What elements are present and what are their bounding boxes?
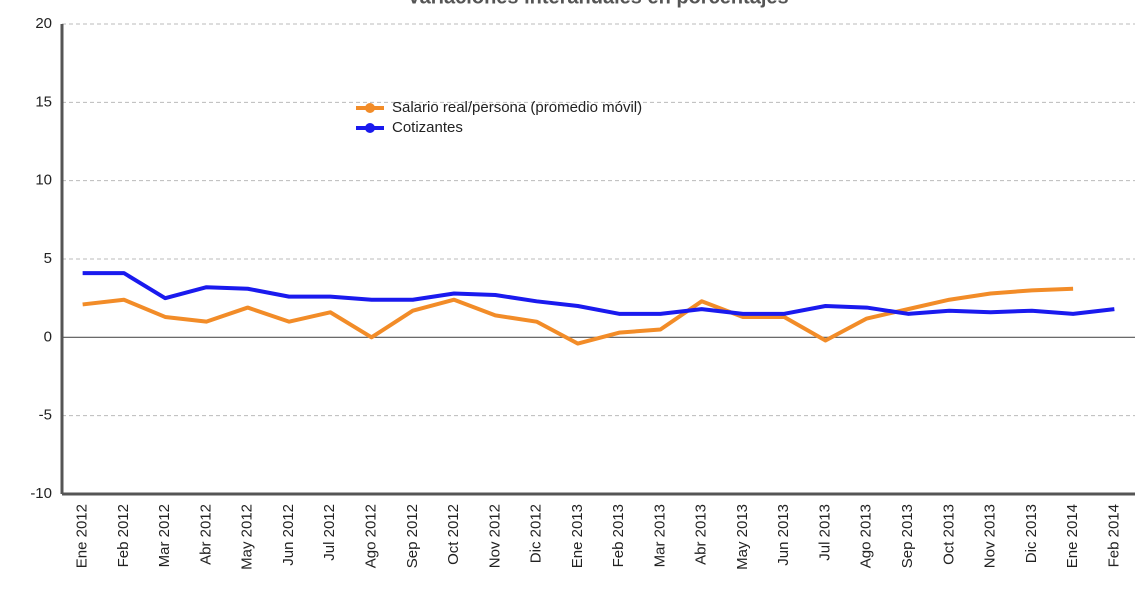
x-tick-label: Ene 2012: [74, 504, 91, 568]
x-tick-label: Feb 2012: [115, 504, 132, 567]
y-tick-label: 10: [35, 172, 52, 189]
y-tick-label: 0: [44, 328, 52, 345]
chart-title: -Variaciones interanuales en porcentajes…: [401, 0, 796, 8]
x-tick-label: Oct 2012: [445, 504, 462, 565]
series-line: [82, 271, 1115, 316]
x-tick-label: Ago 2013: [858, 504, 875, 568]
x-tick-label: May 2013: [734, 504, 751, 570]
series-line: [82, 286, 1074, 346]
x-tick-label: Dic 2012: [528, 504, 545, 563]
y-tick-label: 15: [35, 93, 52, 110]
y-tick-label: 20: [35, 15, 52, 32]
y-tick-label: -5: [39, 407, 52, 424]
x-tick-label: Ene 2014: [1064, 504, 1081, 568]
x-tick-label: Oct 2013: [940, 504, 957, 565]
x-tick-label: Jun 2013: [775, 504, 792, 566]
x-tick-label: Jul 2012: [321, 504, 338, 561]
legend-label: Cotizantes: [392, 119, 463, 136]
x-tick-label: May 2012: [239, 504, 256, 570]
legend-marker: [365, 123, 375, 133]
x-tick-label: Ene 2013: [569, 504, 586, 568]
x-tick-label: Jun 2012: [280, 504, 297, 566]
y-tick-label: -10: [30, 485, 52, 502]
x-tick-label: Nov 2013: [982, 504, 999, 568]
x-tick-label: Feb 2014: [1105, 504, 1122, 567]
x-tick-label: Ago 2012: [362, 504, 379, 568]
x-tick-label: Mar 2013: [651, 504, 668, 567]
x-tick-label: Sep 2012: [404, 504, 421, 568]
x-tick-label: Jul 2013: [816, 504, 833, 561]
legend-marker: [365, 103, 375, 113]
y-tick-label: 5: [44, 250, 52, 267]
x-tick-label: Abr 2012: [197, 504, 214, 565]
x-tick-label: Dic 2013: [1023, 504, 1040, 563]
x-tick-label: Mar 2012: [156, 504, 173, 567]
x-tick-label: Nov 2012: [486, 504, 503, 568]
legend-label: Salario real/persona (promedio móvil): [392, 99, 642, 116]
x-tick-label: Sep 2013: [899, 504, 916, 568]
x-tick-label: Abr 2013: [693, 504, 710, 565]
x-tick-label: Feb 2013: [610, 504, 627, 567]
